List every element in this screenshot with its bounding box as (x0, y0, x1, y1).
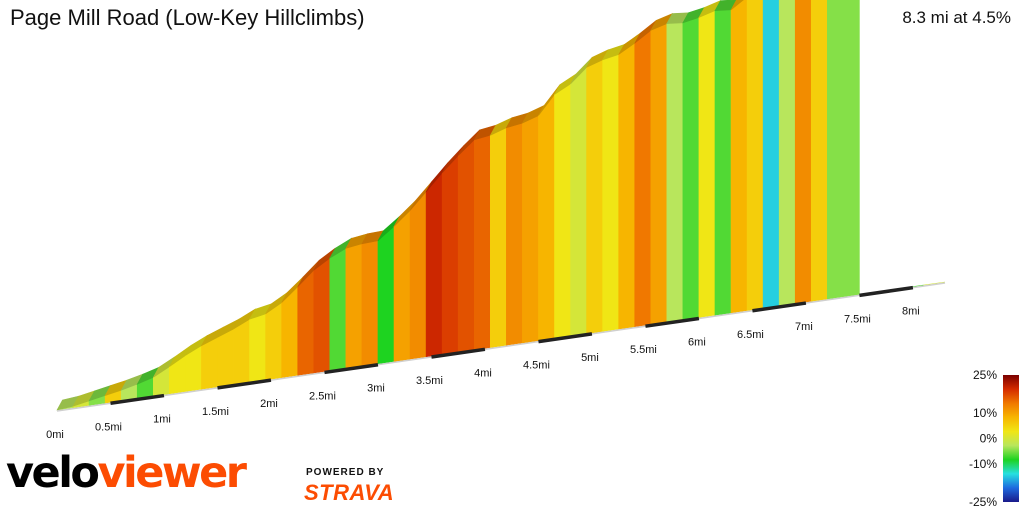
x-tick-label: 6.5mi (737, 329, 764, 341)
distance-axis: 0mi 0.5mi 1mi 1.5mi 2mi 2.5mi 3mi 3.5mi 4mi 4.5mi… (46, 282, 946, 441)
profile-segment (794, 0, 812, 304)
strava-logo: STRAVA (304, 480, 395, 505)
profile-segment (730, 0, 748, 314)
profile-segment (217, 328, 234, 388)
legend-tick-label: -10% (969, 457, 997, 471)
x-tick-label: 1.5mi (202, 406, 229, 418)
x-tick-label: 5.5mi (630, 344, 657, 356)
veloviewer-logo: veloviewer (6, 452, 247, 495)
profile-segment (810, 0, 828, 302)
profile-segment (297, 269, 315, 376)
x-tick-label: 0.5mi (95, 421, 122, 433)
profile-segment (201, 336, 218, 390)
profile-top-face (730, 0, 744, 11)
axis-scale-bar (324, 363, 379, 375)
profile-segment (506, 122, 523, 346)
x-tick-label: 5mi (581, 352, 599, 364)
logo-part-velo: velo (6, 448, 100, 498)
page-title: Page Mill Road (Low-Key Hillclimbs) (10, 5, 365, 30)
profile-segment (554, 83, 571, 339)
profile-segment (329, 247, 347, 372)
profile-segment (650, 23, 668, 325)
profile-segment (473, 134, 491, 351)
summary-text: 8.3 mi at 4.5% (902, 8, 1011, 27)
profile-segment (586, 59, 603, 335)
legend-tick-label: 10% (973, 406, 997, 420)
x-tick-label: 6mi (688, 336, 706, 348)
profile-segment (361, 240, 379, 367)
profile-top-face (714, 0, 737, 11)
x-tick-label: 1mi (153, 414, 171, 426)
profile-segment (762, 0, 780, 309)
x-tick-label: 0mi (46, 429, 64, 441)
axis-scale-bar (431, 347, 486, 359)
x-tick-label: 4.5mi (523, 360, 550, 372)
profile-segment (666, 22, 684, 323)
profile-segment (441, 154, 459, 355)
profile-segment (425, 172, 443, 358)
gradient-legend: 25% 10% 0% -10% -25% (969, 368, 1019, 509)
legend-tick-label: 0% (980, 432, 998, 446)
profile-segment (409, 190, 427, 360)
profile-segment (249, 313, 266, 383)
legend-tick-label: -25% (969, 495, 997, 509)
profile-segment (827, 0, 844, 300)
x-tick-label: 2.5mi (309, 390, 336, 402)
profile-segment (377, 225, 395, 365)
profile-segment (698, 10, 716, 318)
profile-segment (778, 0, 796, 307)
profile-segment (634, 29, 652, 328)
profile-segment (490, 127, 507, 348)
profile-segment (393, 209, 411, 362)
x-tick-label: 3.5mi (416, 375, 443, 387)
logo-part-viewer: viewer (97, 448, 247, 498)
axis-scale-bar (217, 378, 272, 390)
x-tick-label: 7.5mi (844, 313, 871, 325)
profile-segment (233, 318, 250, 385)
powered-by-label: POWERED BY (306, 467, 385, 478)
profile-segment (313, 257, 331, 374)
axis-scale-bar (538, 332, 593, 344)
profile-segment (570, 66, 587, 337)
profile-segment (682, 17, 700, 321)
profile-segments (56, 0, 946, 411)
profile-segment (923, 281, 946, 286)
axis-scale-bar (645, 316, 700, 328)
profile-segment (714, 9, 732, 316)
axis-scale-bar (859, 285, 914, 298)
axis-scale-bar (110, 393, 165, 406)
profile-segment (843, 0, 860, 297)
profile-segment (522, 115, 539, 344)
profile-segment (457, 139, 475, 353)
profile-segment (345, 243, 363, 369)
profile-segment (538, 93, 555, 341)
profile-segment (265, 302, 282, 381)
x-tick-label: 2mi (260, 398, 278, 410)
x-tick-label: 3mi (367, 383, 385, 395)
x-tick-label: 8mi (902, 306, 920, 318)
gradient-color-bar (1003, 375, 1019, 502)
legend-tick-label: 25% (973, 368, 997, 382)
axis-scale-bar (752, 301, 807, 313)
profile-segment (618, 42, 636, 330)
x-tick-label: 7mi (795, 321, 813, 333)
profile-segment (746, 0, 764, 311)
x-tick-label: 4mi (474, 367, 492, 379)
profile-segment (602, 54, 619, 332)
